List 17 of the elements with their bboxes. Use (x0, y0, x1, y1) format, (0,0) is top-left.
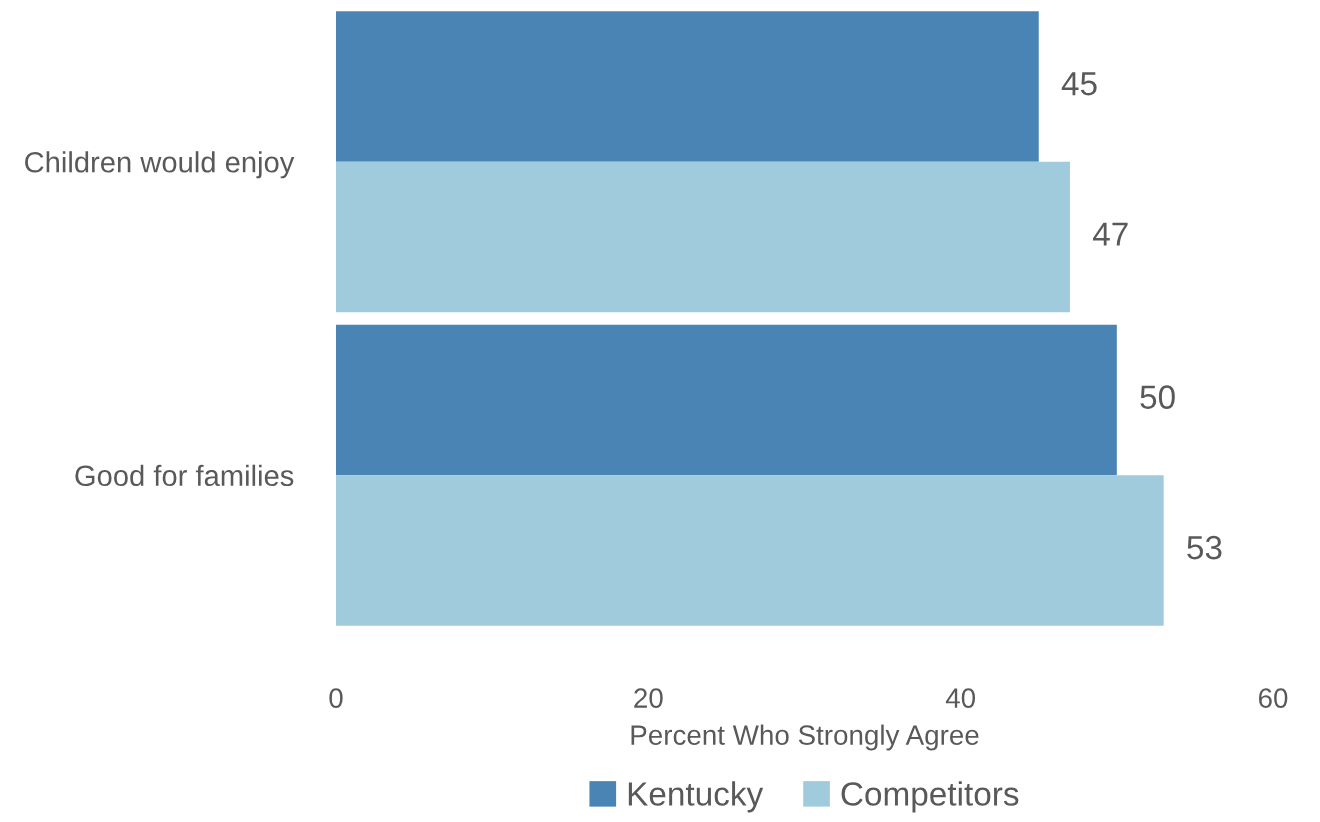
y-tick-label: Good for families (75, 464, 294, 487)
bar (336, 324, 1117, 476)
legend-label: Competitors (841, 781, 1019, 813)
bar (336, 161, 1070, 313)
x-tick-label: 60 (1258, 688, 1288, 708)
y-tick-label: Children would enjoy (25, 151, 295, 179)
data-label: 47 (1092, 222, 1128, 246)
bar (336, 11, 1039, 162)
bar (336, 475, 1164, 626)
legend-label: Kentucky (628, 781, 764, 813)
data-label: 50 (1140, 385, 1175, 409)
x-tick-label: 0 (329, 688, 343, 708)
data-label: 53 (1187, 535, 1222, 560)
x-tick-label: 20 (634, 688, 663, 708)
x-axis-title: Percent Who Strongly Agree (631, 724, 979, 751)
x-tick-label: 40 (945, 688, 976, 708)
data-label: 45 (1061, 72, 1097, 96)
